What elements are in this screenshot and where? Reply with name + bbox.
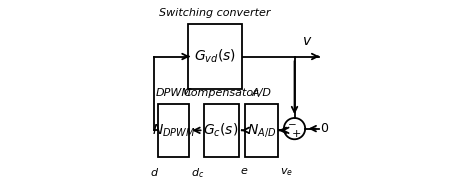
Text: $e$: $e$ bbox=[240, 166, 249, 176]
Text: $d_c$: $d_c$ bbox=[191, 166, 204, 180]
Text: $v$: $v$ bbox=[302, 34, 312, 48]
FancyBboxPatch shape bbox=[245, 104, 278, 157]
FancyBboxPatch shape bbox=[203, 104, 239, 157]
Text: $N_{A/D}$: $N_{A/D}$ bbox=[247, 122, 276, 139]
Text: $-$: $-$ bbox=[287, 118, 297, 128]
Text: DPWM: DPWM bbox=[155, 88, 191, 98]
Text: $v_e$: $v_e$ bbox=[280, 166, 293, 178]
Text: $N_{DPWM}$: $N_{DPWM}$ bbox=[152, 122, 195, 139]
Text: $G_c(s)$: $G_c(s)$ bbox=[203, 122, 239, 139]
Text: A/D: A/D bbox=[252, 88, 272, 98]
Text: Switching converter: Switching converter bbox=[159, 8, 271, 18]
Text: Compensator: Compensator bbox=[184, 88, 258, 98]
FancyBboxPatch shape bbox=[188, 24, 242, 89]
FancyBboxPatch shape bbox=[158, 104, 190, 157]
Text: $d$: $d$ bbox=[150, 166, 159, 178]
Text: $G_{vd}(s)$: $G_{vd}(s)$ bbox=[194, 48, 236, 65]
Text: 0: 0 bbox=[320, 122, 328, 135]
Text: +: + bbox=[292, 129, 301, 139]
